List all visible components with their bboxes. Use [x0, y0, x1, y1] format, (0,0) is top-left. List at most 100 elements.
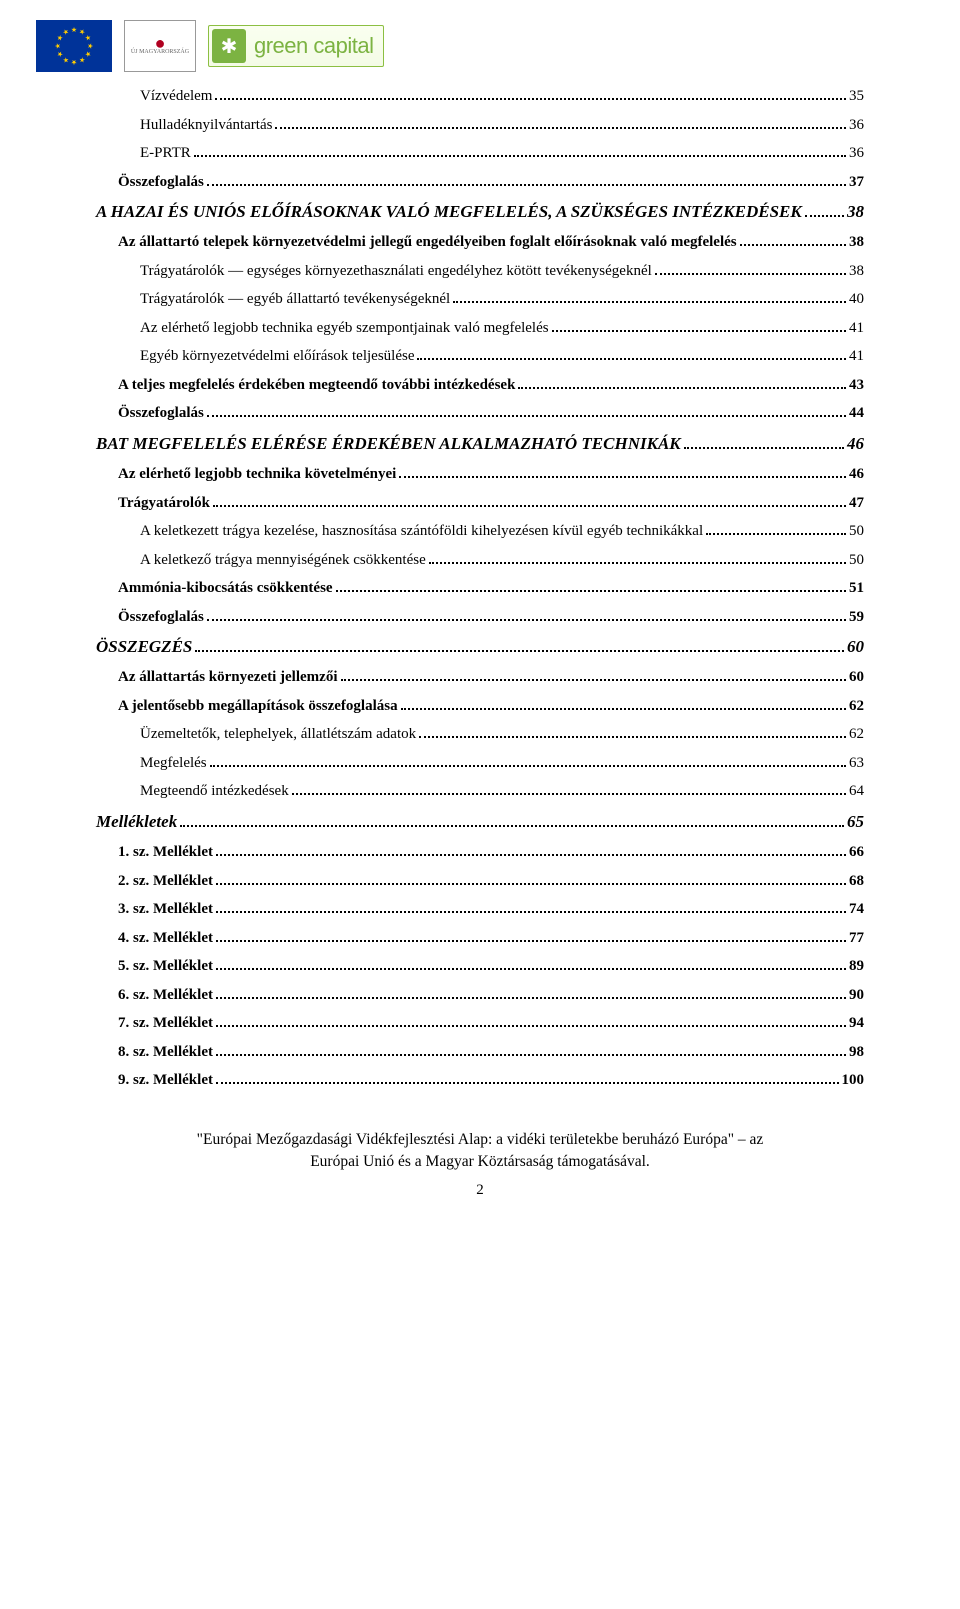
toc-entry-page: 38: [849, 228, 864, 257]
toc-entry-page: 44: [849, 399, 864, 428]
toc-entry: Megteendő intézkedések64: [96, 777, 864, 806]
leader-dots: [215, 98, 846, 100]
toc-entry: Trágyatárolók ― egyéb állattartó tevéken…: [96, 285, 864, 314]
toc-entry: Trágyatárolók 47: [96, 489, 864, 518]
toc-entry-page: 50: [849, 517, 864, 546]
toc-entry-label: A keletkezett trágya kezelése, hasznosít…: [140, 517, 703, 546]
toc-entry-label: 6. sz. Melléklet: [118, 981, 213, 1010]
leader-dots: [207, 184, 846, 186]
eu-flag-logo: ★ ★ ★ ★ ★ ★ ★ ★ ★ ★ ★ ★: [36, 20, 112, 72]
toc-entry-label: Trágyatárolók ― egyéb állattartó tevéken…: [140, 285, 450, 314]
toc-entry-label: Megfelelés: [140, 749, 207, 778]
toc-entry-label: Az állattartás környezeti jellemzői: [118, 663, 338, 692]
toc-entry: 8. sz. Melléklet 98: [96, 1038, 864, 1067]
toc-entry-page: 60: [847, 631, 864, 663]
toc-entry-label: 7. sz. Melléklet: [118, 1009, 213, 1038]
toc-entry: Egyéb környezetvédelmi előírások teljesü…: [96, 342, 864, 371]
toc-entry-page: 35: [849, 82, 864, 111]
leader-dots: [194, 155, 846, 157]
toc-entry-page: 40: [849, 285, 864, 314]
toc-entry-page: 100: [842, 1066, 865, 1095]
leader-dots: [207, 415, 846, 417]
leader-dots: [210, 765, 846, 767]
toc-entry-page: 51: [849, 574, 864, 603]
toc-entry-page: 64: [849, 777, 864, 806]
toc-entry: Vízvédelem 35: [96, 82, 864, 111]
leader-dots: [401, 708, 846, 710]
toc-entry: Összefoglalás 37: [96, 168, 864, 197]
toc-entry-label: Hulladéknyilvántartás: [140, 111, 272, 140]
toc-entry-label: BAT MEGFELELÉS ELÉRÉSE ÉRDEKÉBEN ALKALMA…: [96, 428, 681, 460]
uj-magyarorszag-logo: ● ÚJ MAGYARORSZÁG: [124, 20, 196, 72]
toc-entry-label: Mellékletek: [96, 806, 177, 838]
leader-dots: [684, 447, 844, 449]
leader-dots: [341, 679, 847, 681]
leader-dots: [216, 911, 846, 913]
toc-entry-label: Trágyatárolók ― egységes környezethaszná…: [140, 257, 652, 286]
logo-text: ÚJ MAGYARORSZÁG: [131, 49, 189, 55]
toc-entry-label: Vízvédelem: [140, 82, 212, 111]
toc-entry-page: 50: [849, 546, 864, 575]
toc-entry-page: 62: [849, 692, 864, 721]
toc-entry: ÖSSZEGZÉS 60: [96, 631, 864, 663]
toc-entry-page: 41: [849, 342, 864, 371]
toc-entry: Az állattartás környezeti jellemzői 60: [96, 663, 864, 692]
toc-entry: Az elérhető legjobb technika egyéb szemp…: [96, 314, 864, 343]
leader-dots: [216, 883, 846, 885]
leader-dots: [417, 358, 846, 360]
toc-entry-page: 89: [849, 952, 864, 981]
toc-entry-page: 41: [849, 314, 864, 343]
toc-entry: 9. sz. Melléklet 100: [96, 1066, 864, 1095]
toc-entry-label: Összefoglalás: [118, 399, 204, 428]
leader-dots: [180, 825, 844, 827]
toc-entry-label: 4. sz. Melléklet: [118, 924, 213, 953]
toc-entry-page: 46: [847, 428, 864, 460]
leader-dots: [213, 505, 846, 507]
toc-entry: Az állattartó telepek környezetvédelmi j…: [96, 228, 864, 257]
toc-entry-label: Trágyatárolók: [118, 489, 210, 518]
leader-dots: [419, 736, 846, 738]
toc-entry-page: 68: [849, 867, 864, 896]
leader-dots: [292, 793, 846, 795]
leader-dots: [216, 1025, 846, 1027]
toc-entry-page: 65: [847, 806, 864, 838]
leader-dots: [399, 476, 846, 478]
toc-entry-label: 8. sz. Melléklet: [118, 1038, 213, 1067]
toc-entry-label: E-PRTR: [140, 139, 191, 168]
toc-entry: 7. sz. Melléklet 94: [96, 1009, 864, 1038]
toc-entry: A jelentősebb megállapítások összefoglal…: [96, 692, 864, 721]
green-capital-text: green capital: [254, 33, 373, 59]
toc-entry-page: 59: [849, 603, 864, 632]
toc-entry-label: 1. sz. Melléklet: [118, 838, 213, 867]
toc-entry: 5. sz. Melléklet 89: [96, 952, 864, 981]
toc-entry: Mellékletek 65: [96, 806, 864, 838]
leader-dots: [740, 244, 846, 246]
toc-entry-label: 3. sz. Melléklet: [118, 895, 213, 924]
asterisk-icon: ✱: [212, 29, 246, 63]
toc-entry-page: 63: [849, 749, 864, 778]
toc-entry: A keletkezett trágya kezelése, hasznosít…: [96, 517, 864, 546]
page-container: ★ ★ ★ ★ ★ ★ ★ ★ ★ ★ ★ ★ ● ÚJ MAGYARORSZÁ…: [0, 0, 960, 1241]
toc-entry-page: 74: [849, 895, 864, 924]
toc-entry: 3. sz. Melléklet 74: [96, 895, 864, 924]
leader-dots: [207, 619, 846, 621]
toc-entry: 1. sz. Melléklet 66: [96, 838, 864, 867]
toc-entry-label: Összefoglalás: [118, 603, 204, 632]
toc-entry-page: 46: [849, 460, 864, 489]
footer-line-1: "Európai Mezőgazdasági Vidékfejlesztési …: [96, 1129, 864, 1151]
toc-entry-page: 77: [849, 924, 864, 953]
toc-entry: Az elérhető legjobb technika követelmény…: [96, 460, 864, 489]
toc-entry: 6. sz. Melléklet 90: [96, 981, 864, 1010]
table-of-contents: Vízvédelem35Hulladéknyilvántartás36E-PRT…: [96, 82, 864, 1095]
leader-dots: [336, 590, 846, 592]
leader-dots: [518, 387, 846, 389]
leader-dots: [216, 854, 846, 856]
toc-entry-page: 62: [849, 720, 864, 749]
leader-dots: [216, 997, 846, 999]
toc-entry-label: A keletkező trágya mennyiségének csökken…: [140, 546, 426, 575]
toc-entry-page: 37: [849, 168, 864, 197]
toc-entry-label: A teljes megfelelés érdekében megteendő …: [118, 371, 515, 400]
leader-dots: [552, 330, 846, 332]
toc-entry: A HAZAI ÉS UNIÓS ELŐÍRÁSOKNAK VALÓ MEGFE…: [96, 196, 864, 228]
toc-entry: E-PRTR36: [96, 139, 864, 168]
